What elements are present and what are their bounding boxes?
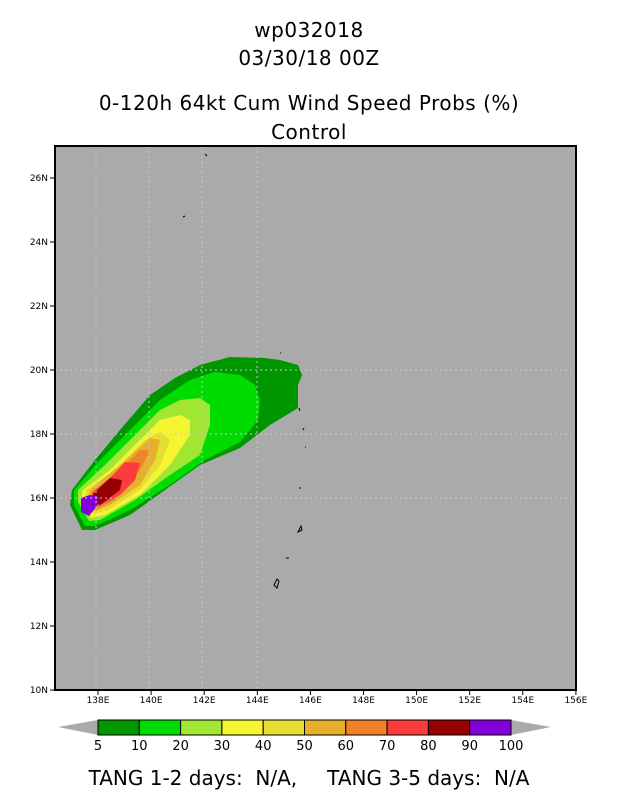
lat-label: 18N: [30, 430, 48, 440]
colorbar-label: 50: [296, 739, 313, 754]
lon-label: 148E: [352, 696, 375, 706]
colorbar: 5 10 20 30 40 50 60 70 80 90 100: [58, 719, 551, 754]
lat-label: 26N: [30, 174, 48, 184]
colorbar-label: 90: [461, 739, 478, 754]
storm-id: wp032018: [254, 18, 364, 42]
colorbar-swatch-60: [345, 719, 388, 736]
latitude-axis: 10N 12N 14N 16N 18N 20N 22N 24N 26N: [30, 174, 55, 696]
colorbar-swatch-80: [427, 719, 471, 736]
colorbar-swatch-20: [180, 719, 223, 736]
lon-label: 152E: [458, 696, 481, 706]
colorbar-swatch-50: [304, 719, 347, 736]
island-outlines: [182, 153, 306, 589]
lat-label: 24N: [30, 238, 48, 248]
lat-label: 22N: [30, 302, 48, 312]
lat-label: 10N: [30, 686, 48, 696]
colorbar-label: 100: [499, 739, 524, 754]
chart-subtitle: Control: [271, 120, 347, 144]
longitude-axis: 138E 140E 142E 144E 146E 148E 150E 152E 154E 156E: [87, 690, 588, 706]
tang-1-2-value: N/A,: [255, 766, 298, 790]
footer: TANG 1-2 days: N/A, TANG 3-5 days: N/A: [0, 766, 618, 790]
lat-label: 14N: [30, 558, 48, 568]
lat-label: 12N: [30, 622, 48, 632]
tang-3-5-value: N/A: [494, 766, 530, 790]
colorbar-high-arrow: [511, 720, 551, 735]
colorbar-label: 10: [131, 739, 148, 754]
colorbar-swatch-5: [97, 719, 140, 736]
colorbar-swatch-90: [469, 719, 512, 736]
lon-label: 138E: [87, 696, 110, 706]
colorbar-label: 30: [214, 739, 231, 754]
contour-90: [81, 495, 99, 516]
lon-label: 150E: [405, 696, 428, 706]
colorbar-swatch-10: [138, 719, 182, 736]
lon-label: 154E: [511, 696, 534, 706]
colorbar-swatch-30: [221, 719, 264, 736]
colorbar-label: 20: [172, 739, 189, 754]
chart-title: 0-120h 64kt Cum Wind Speed Probs (%): [98, 91, 520, 115]
lon-label: 144E: [246, 696, 269, 706]
colorbar-low-arrow: [58, 720, 98, 735]
grid-lines: [55, 146, 576, 690]
lon-label: 156E: [564, 696, 587, 706]
lon-label: 146E: [299, 696, 322, 706]
probability-contours: [70, 357, 302, 530]
lon-label: 142E: [193, 696, 216, 706]
tang-1-2-label: TANG 1-2 days:: [88, 766, 243, 790]
map-frame: [54, 145, 577, 691]
lon-label: 140E: [140, 696, 163, 706]
colorbar-swatch-70: [386, 719, 429, 736]
colorbar-swatch-40: [262, 719, 306, 736]
tang-3-5-label: TANG 3-5 days:: [327, 766, 482, 790]
lat-label: 16N: [30, 494, 48, 504]
colorbar-label: 70: [379, 739, 396, 754]
colorbar-label: 5: [94, 739, 102, 754]
colorbar-label: 40: [255, 739, 272, 754]
forecast-datetime: 03/30/18 00Z: [238, 46, 380, 70]
colorbar-label: 80: [420, 739, 437, 754]
colorbar-label: 60: [338, 739, 355, 754]
lat-label: 20N: [30, 366, 48, 376]
